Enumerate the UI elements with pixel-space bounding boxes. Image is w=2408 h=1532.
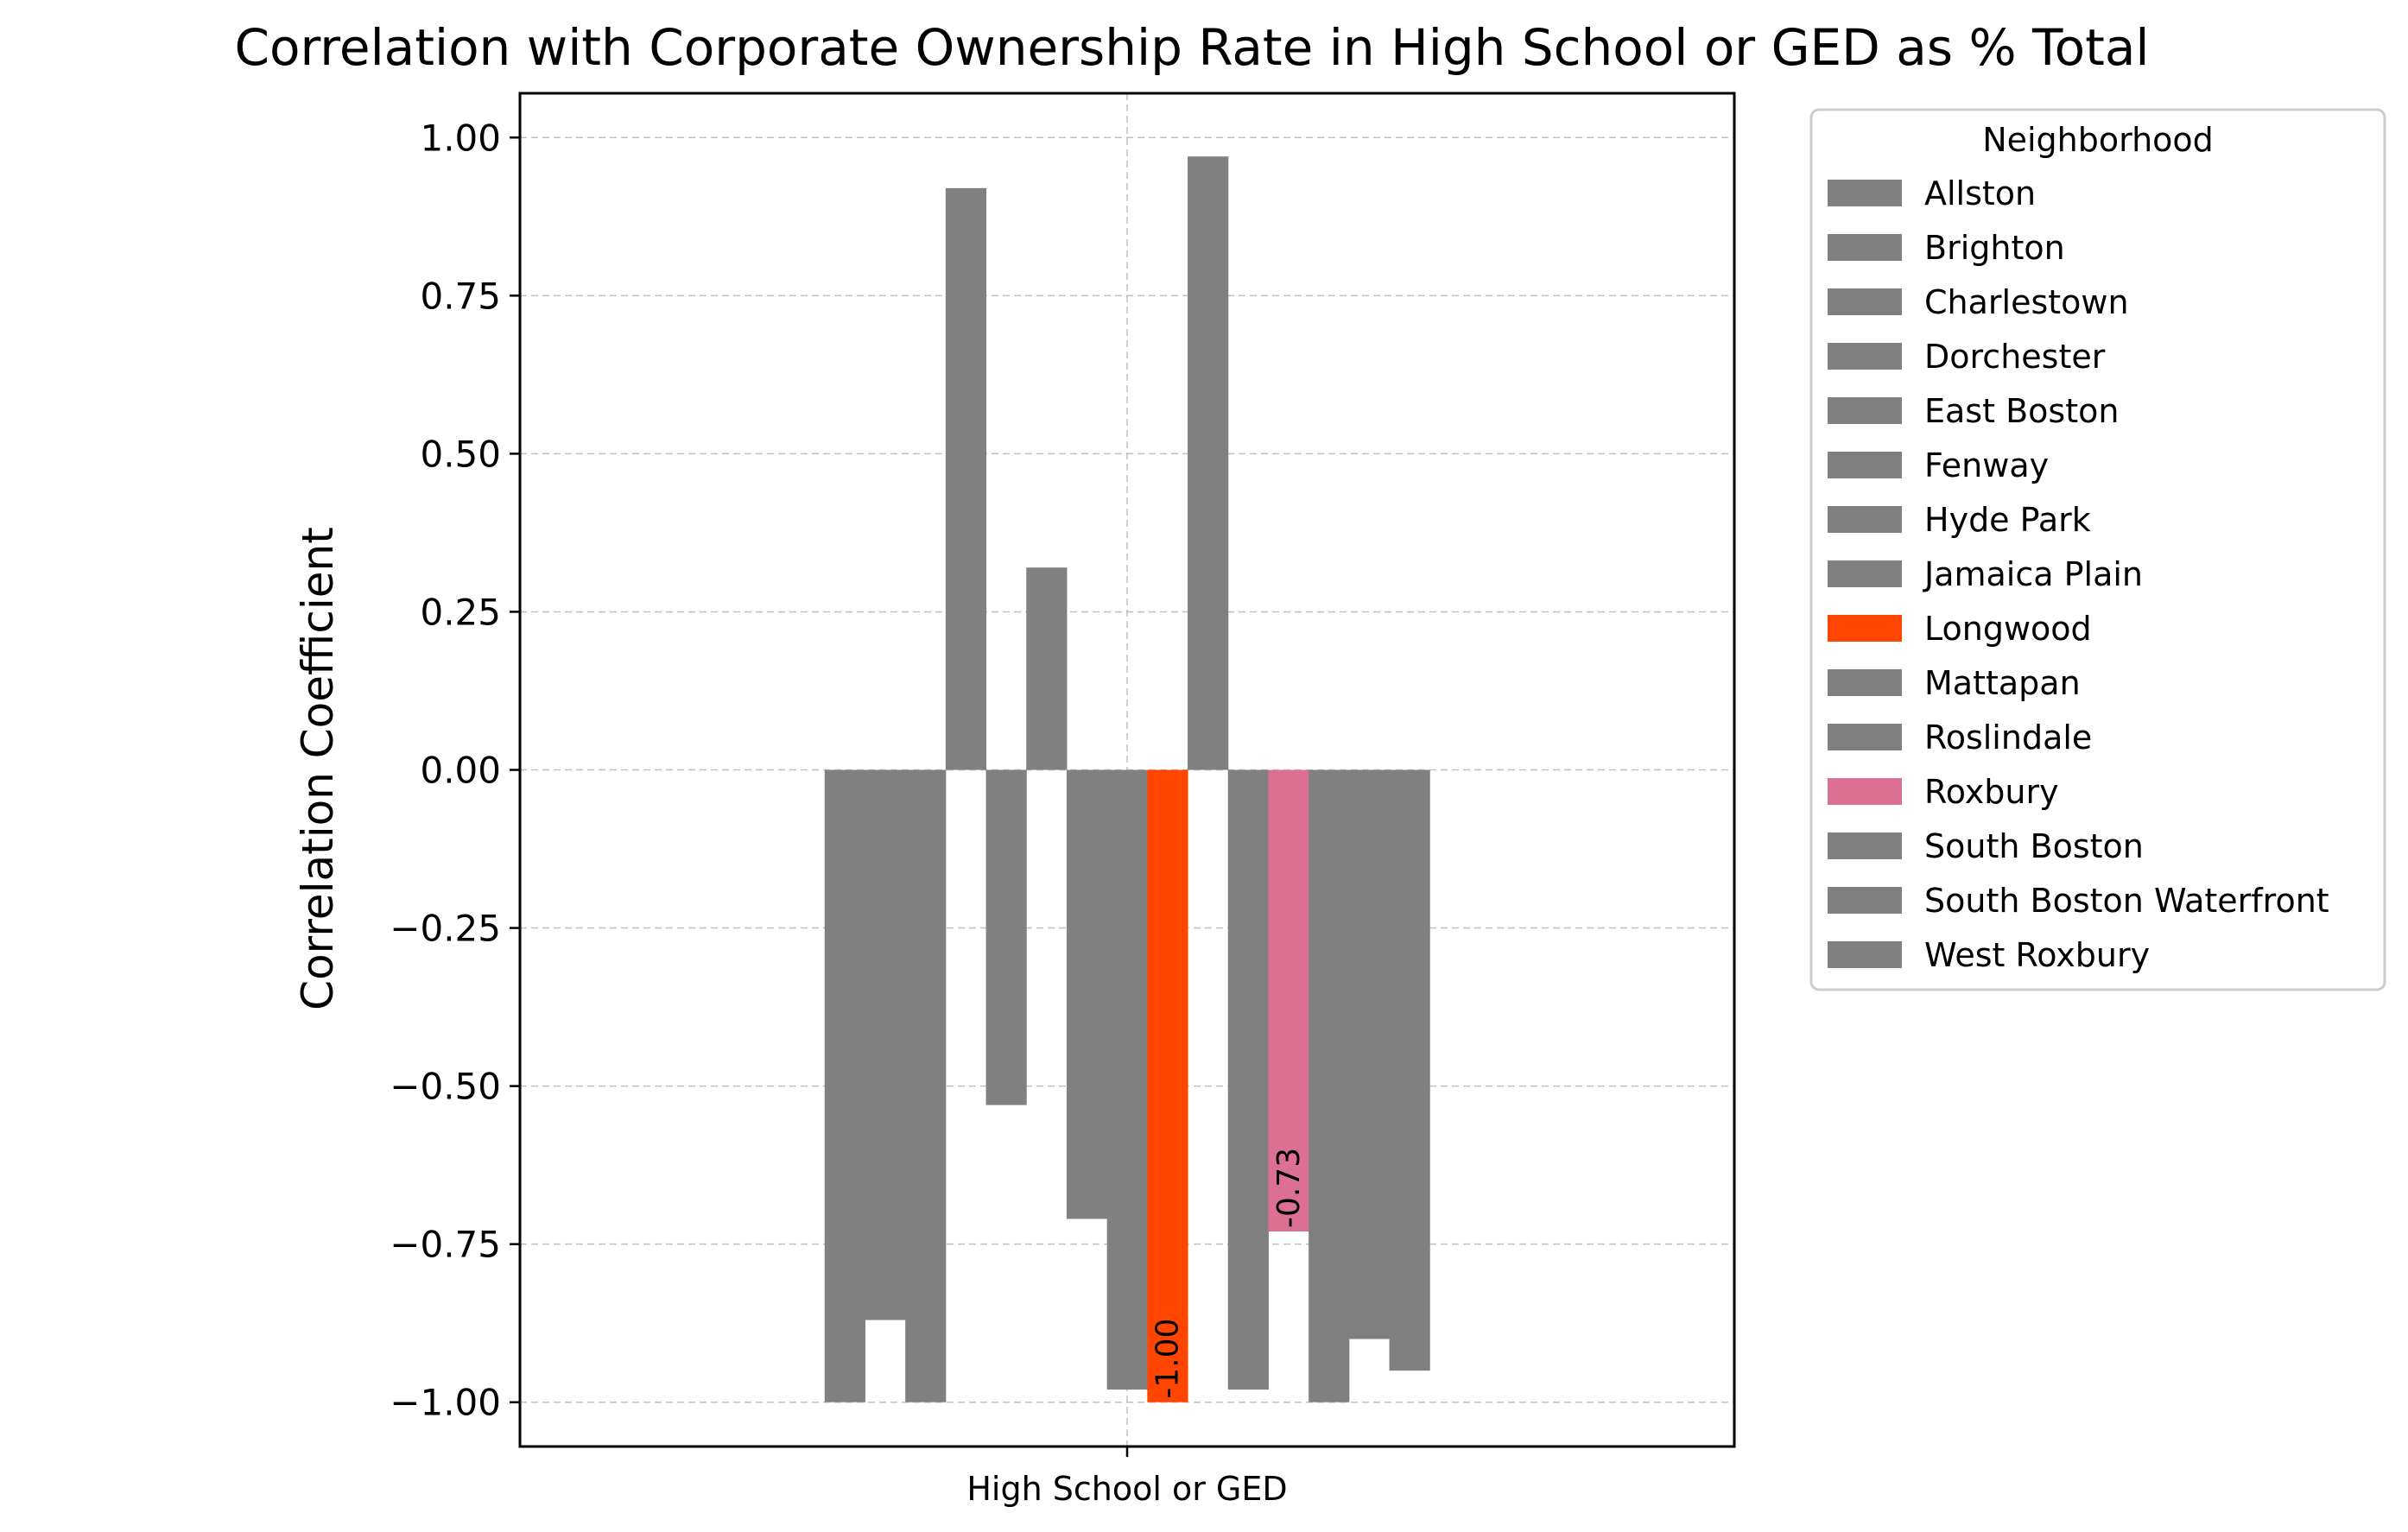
bar-allston: [824, 769, 865, 1402]
bar-west-roxbury: [1389, 769, 1430, 1371]
data-labels: -1.00 -0.73: [1150, 1148, 1307, 1399]
bar-mattapan: [1188, 156, 1229, 770]
y-tick-label: 0.50: [420, 433, 501, 475]
legend-label: East Boston: [1924, 392, 2119, 430]
x-tick-label: High School or GED: [966, 1470, 1287, 1508]
legend: Neighborhood Allston Brighton Charlestown D…: [1809, 108, 2386, 991]
legend-label: Roslindale: [1924, 719, 2092, 757]
bar-roslindale: [1227, 769, 1269, 1390]
y-tick-label: −1.00: [390, 1382, 501, 1424]
bar-fenway: [1026, 567, 1068, 770]
bars: [824, 156, 1430, 1402]
legend-label: Longwood: [1924, 610, 2092, 648]
legend-label: Allston: [1924, 174, 2036, 212]
bar-value-label: -0.73: [1271, 1148, 1307, 1228]
bar-south-boston-waterfront: [1348, 769, 1391, 1339]
bar-east-boston: [985, 769, 1027, 1105]
y-tick-label: 0.25: [420, 591, 501, 633]
bar-brighton: [865, 769, 906, 1320]
legend-label: South Boston Waterfront: [1924, 882, 2329, 920]
y-tick-label: 0.00: [420, 750, 501, 792]
legend-swatch: [1828, 887, 1902, 914]
legend-frame: [1809, 108, 2386, 991]
legend-label: Jamaica Plain: [1923, 555, 2143, 593]
legend-label: Charlestown: [1924, 283, 2129, 321]
legend-swatch: [1828, 397, 1902, 424]
legend-label: West Roxbury: [1924, 936, 2150, 974]
y-tick-label: −0.50: [390, 1066, 501, 1108]
legend-label: Dorchester: [1924, 338, 2106, 376]
bar-south-boston: [1309, 769, 1350, 1402]
bar-charlestown: [905, 769, 947, 1402]
bar-value-label: -1.00: [1150, 1319, 1186, 1399]
legend-swatch: [1828, 452, 1902, 478]
legend-swatch: [1828, 724, 1902, 750]
legend-label: Hyde Park: [1924, 501, 2091, 539]
legend-label: Fenway: [1924, 446, 2049, 484]
y-tick-label: 0.75: [420, 275, 501, 317]
y-tick-label: −0.75: [390, 1224, 501, 1266]
y-tick-label: 1.00: [420, 117, 501, 159]
legend-swatch: [1828, 560, 1902, 587]
legend-swatch: [1828, 615, 1902, 642]
bar-dorchester: [945, 187, 987, 770]
legend-title: Neighborhood: [1982, 121, 2214, 159]
legend-items: Allston Brighton Charlestown Dorchester East…: [1828, 174, 2329, 974]
legend-swatch: [1828, 288, 1902, 315]
legend-swatch: [1828, 832, 1902, 859]
chart-title: Correlation with Corporate Ownership Rat…: [235, 18, 2150, 77]
legend-label: Roxbury: [1924, 773, 2059, 811]
legend-label: Brighton: [1924, 229, 2065, 267]
legend-swatch: [1828, 778, 1902, 805]
bar-roxbury: [1268, 769, 1309, 1232]
y-tick-label: −0.25: [390, 908, 501, 950]
legend-label: South Boston: [1924, 827, 2144, 865]
legend-swatch: [1828, 941, 1902, 968]
legend-swatch: [1828, 343, 1902, 370]
y-axis-label: Correlation Coefficient: [293, 527, 343, 1010]
bar-hyde-park: [1066, 769, 1108, 1219]
axes: −1.00 −0.75 −0.50 −0.25 0.00 0.25 0.50 0.75 1.00…: [390, 117, 1287, 1508]
bar-jamaica-plain: [1106, 769, 1148, 1390]
legend-label: Mattapan: [1924, 664, 2081, 702]
bar-longwood: [1147, 769, 1188, 1402]
legend-swatch: [1828, 506, 1902, 533]
legend-swatch: [1828, 180, 1902, 206]
legend-swatch: [1828, 669, 1902, 696]
legend-swatch: [1828, 234, 1902, 261]
